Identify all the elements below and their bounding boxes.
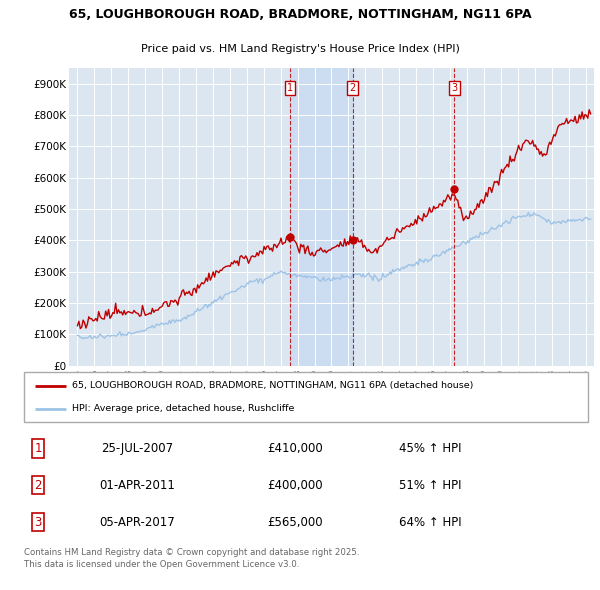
Text: Price paid vs. HM Land Registry's House Price Index (HPI): Price paid vs. HM Land Registry's House … (140, 44, 460, 54)
Text: 3: 3 (451, 83, 458, 93)
Text: 65, LOUGHBOROUGH ROAD, BRADMORE, NOTTINGHAM, NG11 6PA (detached house): 65, LOUGHBOROUGH ROAD, BRADMORE, NOTTING… (72, 381, 473, 390)
Text: 01-APR-2011: 01-APR-2011 (99, 478, 175, 492)
Text: £400,000: £400,000 (267, 478, 323, 492)
Bar (290, 68, 353, 366)
Text: £565,000: £565,000 (267, 516, 323, 529)
Text: 65, LOUGHBOROUGH ROAD, BRADMORE, NOTTINGHAM, NG11 6PA: 65, LOUGHBOROUGH ROAD, BRADMORE, NOTTING… (68, 8, 532, 21)
Text: 3: 3 (34, 516, 42, 529)
Text: 1: 1 (34, 442, 42, 455)
FancyBboxPatch shape (24, 372, 588, 422)
Text: 05-APR-2017: 05-APR-2017 (99, 516, 175, 529)
Text: 51% ↑ HPI: 51% ↑ HPI (399, 478, 461, 492)
Text: 1: 1 (287, 83, 293, 93)
Text: 64% ↑ HPI: 64% ↑ HPI (399, 516, 461, 529)
Text: 2: 2 (34, 478, 42, 492)
Text: 2: 2 (350, 83, 356, 93)
Text: 25-JUL-2007: 25-JUL-2007 (101, 442, 173, 455)
Text: 45% ↑ HPI: 45% ↑ HPI (399, 442, 461, 455)
Text: HPI: Average price, detached house, Rushcliffe: HPI: Average price, detached house, Rush… (72, 404, 295, 414)
Text: Contains HM Land Registry data © Crown copyright and database right 2025.
This d: Contains HM Land Registry data © Crown c… (24, 548, 359, 569)
Text: £410,000: £410,000 (267, 442, 323, 455)
